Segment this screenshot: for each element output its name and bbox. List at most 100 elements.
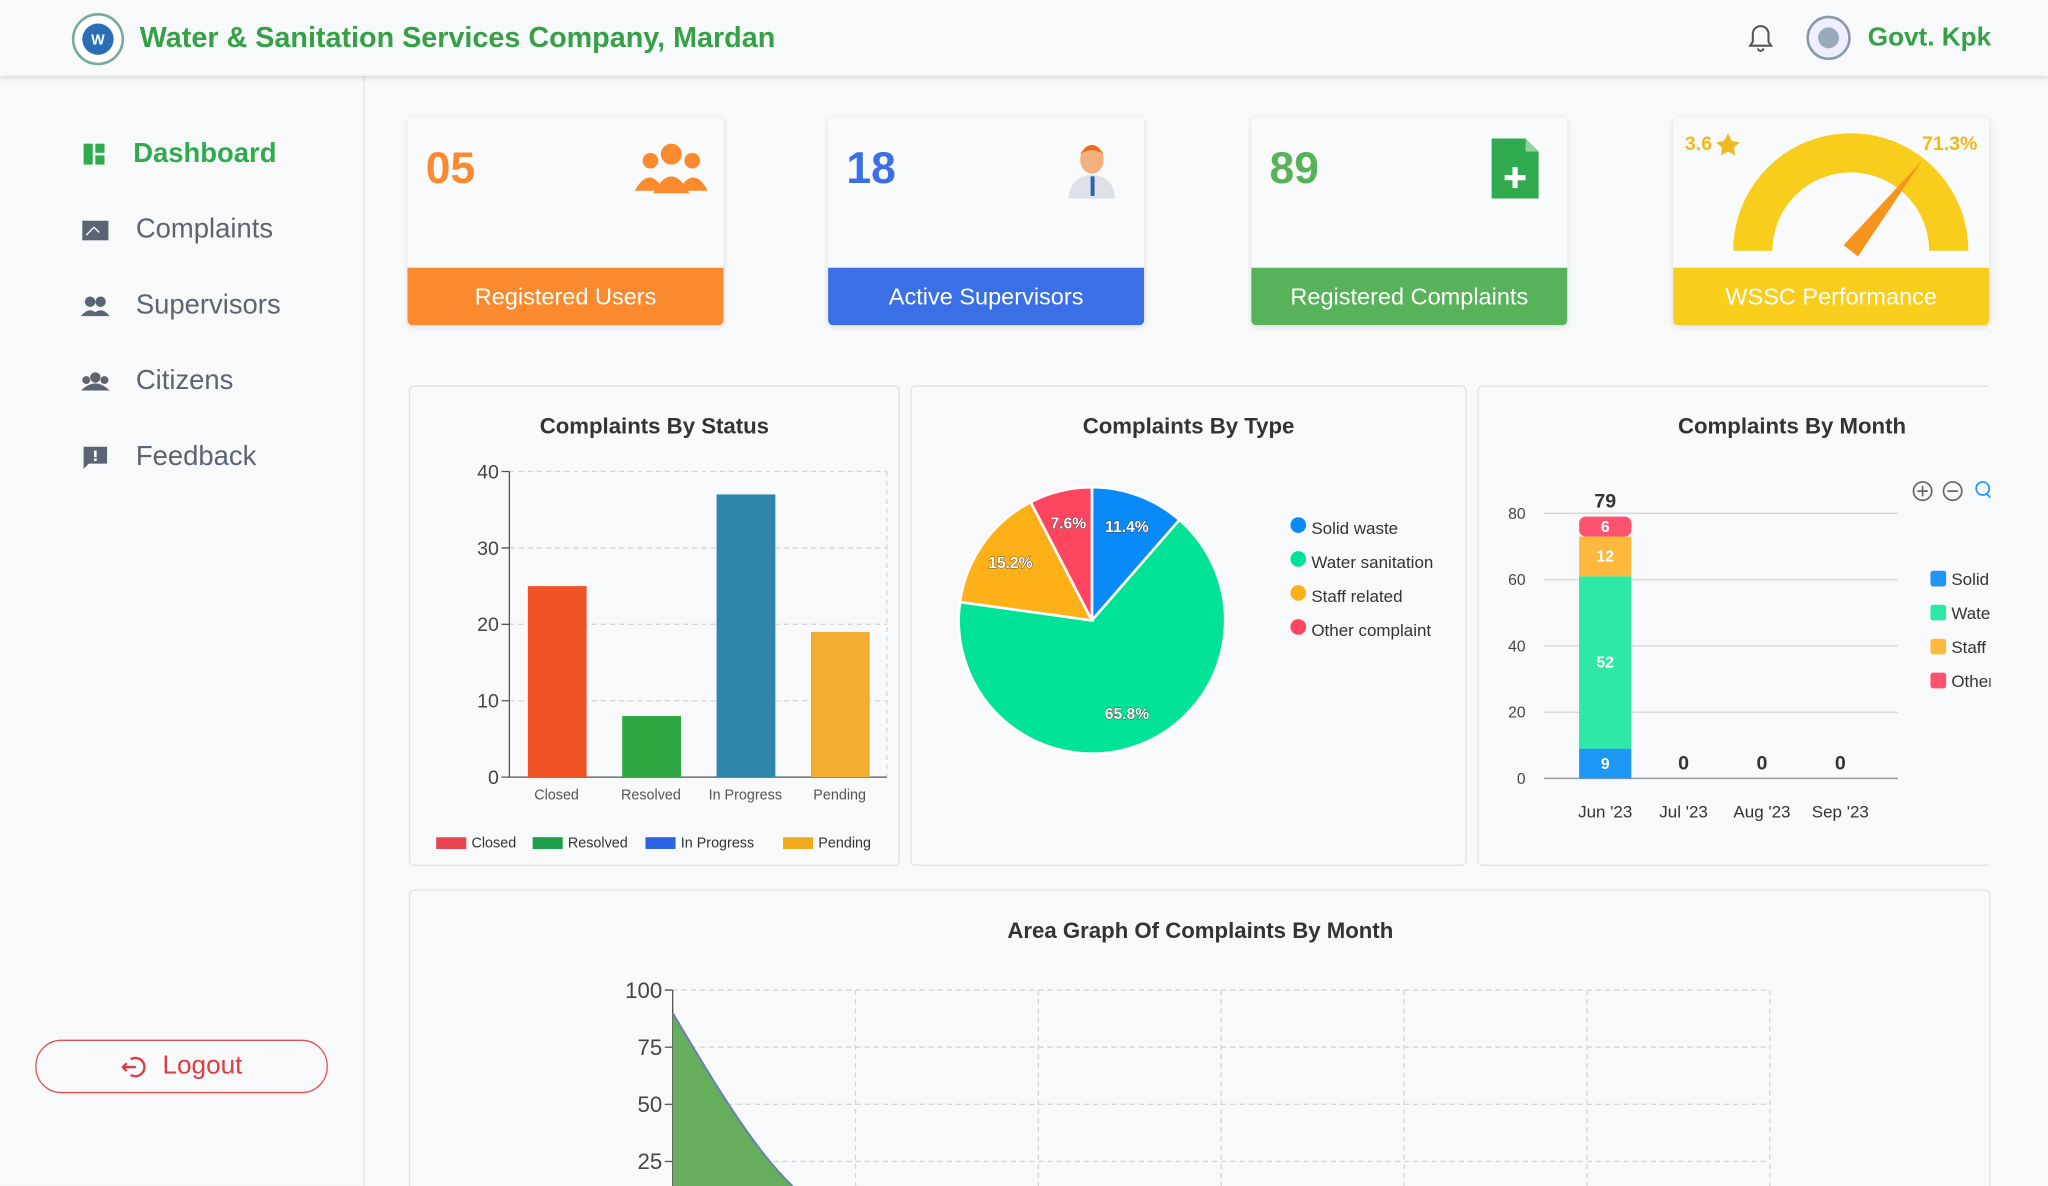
legend-label: Other complaint [1311, 621, 1431, 640]
bar [622, 716, 681, 778]
y-tick-label: 75 [638, 1035, 663, 1060]
pie-slice [958, 500, 1095, 623]
stat-label: WSSC Performance [1673, 267, 1990, 326]
nav-label: Feedback [135, 441, 257, 472]
y-tick-label: 25 [638, 1149, 663, 1174]
icon [1068, 144, 1116, 199]
chart-title: Complaints By Month [1678, 414, 1906, 439]
legend-swatch [1930, 570, 1947, 587]
y-tick-label: 30 [477, 538, 499, 560]
x-tick-label: Resolved [621, 787, 681, 803]
chart-panel: Area Graph Of Complaints By Month 25 50 75 1… [408, 889, 1991, 1186]
y-tick-label: 20 [1508, 705, 1526, 722]
legend-swatch [645, 837, 676, 849]
legend-dot [1290, 551, 1307, 567]
icon [1491, 138, 1539, 199]
star-icon [1716, 133, 1740, 156]
legend-dot [1290, 585, 1307, 601]
x-tick-label: Jul '23 [1659, 803, 1708, 822]
gauge: 3.6 71.3% [1685, 133, 1978, 257]
y-tick-label: 0 [1517, 771, 1526, 788]
legend-swatch [532, 837, 563, 849]
gauge-label: 71.3% [1922, 133, 1978, 155]
nav-item[interactable]: Citizens [80, 365, 234, 397]
icon [634, 143, 708, 194]
nav-item[interactable]: Complaints [81, 214, 273, 245]
header: W Water & Sanitation Services Company, M… [0, 0, 2048, 76]
segment-label: 6 [1601, 519, 1610, 536]
zoom-controls[interactable] [1912, 481, 1991, 502]
chart-title: Complaints By Status [540, 414, 769, 439]
nav-label: Supervisors [135, 289, 281, 320]
chart: Complaints By Month 0 20 40 60 80 9 52 12 6 79 Jun … [1508, 414, 1991, 822]
legend-label: Water sanitation [1311, 553, 1433, 572]
chart-panel: Complaints By Month 0 20 40 60 80 9 52 12 6 79 Jun … [1477, 385, 1991, 866]
nav-item[interactable]: Supervisors [80, 289, 281, 321]
legend-label: Solid waste [1311, 519, 1398, 538]
legend-label: Water sanitation [1951, 604, 1990, 623]
legend-label: Staff related [1311, 587, 1402, 606]
bar-segment [1579, 516, 1632, 537]
legend-swatch [1930, 638, 1947, 655]
nav-item[interactable]: Feedback [81, 441, 256, 472]
total-label: 0 [1757, 752, 1768, 774]
pie-slice [957, 518, 1227, 755]
legend-label: Solid waste [1951, 570, 1990, 589]
bar [716, 494, 776, 778]
logo: W [71, 13, 125, 66]
avatar[interactable] [1805, 14, 1852, 61]
stat-label: Active Supervisors [828, 267, 1145, 326]
legend-label: Other complaint [1951, 672, 1990, 691]
x-tick-label: Pending [813, 787, 866, 803]
y-tick-label: 40 [1508, 638, 1526, 655]
sidebar: Dashboard Complaints Supervisors Citizen… [0, 75, 365, 1186]
icon [83, 446, 108, 469]
icon [80, 372, 110, 391]
slice-label: 15.2% [988, 555, 1032, 572]
svg-text:W: W [91, 32, 105, 48]
gauge-track [1733, 133, 1969, 251]
area [672, 1012, 793, 1186]
x-tick-label: Sep '23 [1812, 803, 1869, 822]
chart: Area Graph Of Complaints By Month 25 50 75 1… [625, 918, 1771, 1186]
nav-label: Dashboard [133, 138, 277, 169]
nav-label: Complaints [135, 214, 274, 245]
icon [83, 143, 105, 165]
notification-bell[interactable] [1745, 21, 1776, 55]
stat-label: Registered Complaints [1251, 267, 1568, 326]
logout-button[interactable]: Logout [35, 1039, 328, 1094]
segment-label: 52 [1597, 655, 1615, 672]
total-label: 79 [1594, 490, 1616, 512]
legend-swatch [436, 837, 467, 849]
x-tick-label: In Progress [709, 787, 782, 803]
user-name[interactable]: Govt. Kpk [1867, 23, 1992, 53]
y-tick-label: 50 [638, 1092, 663, 1117]
y-tick-label: 20 [477, 614, 499, 636]
slice-label: 65.8% [1105, 706, 1149, 723]
stat-card: 05 Registered Users [407, 117, 724, 326]
icon [80, 296, 110, 317]
x-tick-label: Jun '23 [1578, 803, 1632, 822]
total-label: 0 [1835, 752, 1846, 774]
stat-value: 05 [425, 143, 476, 194]
legend-label: Pending [818, 836, 871, 852]
bar-segment [1579, 748, 1632, 779]
nav-label: Citizens [135, 365, 234, 396]
legend-swatch [1930, 604, 1947, 621]
total-label: 0 [1678, 752, 1689, 774]
legend-label: In Progress [681, 836, 754, 852]
legend-dot [1290, 517, 1307, 533]
y-tick-label: 0 [488, 767, 499, 789]
logout-label: Logout [162, 1051, 243, 1081]
y-tick-label: 40 [477, 461, 499, 483]
y-tick-label: 100 [625, 978, 662, 1003]
site-title: Water & Sanitation Services Company, Mar… [139, 20, 776, 54]
chart-title: Area Graph Of Complaints By Month [1007, 918, 1393, 943]
legend-swatch [1930, 672, 1947, 689]
y-tick-label: 80 [1508, 506, 1526, 523]
chart-panel: Complaints By Status 0 10 20 30 40 Closed Close… [408, 385, 900, 866]
nav-item[interactable]: Dashboard [81, 138, 277, 169]
gauge-needle [1843, 160, 1923, 257]
